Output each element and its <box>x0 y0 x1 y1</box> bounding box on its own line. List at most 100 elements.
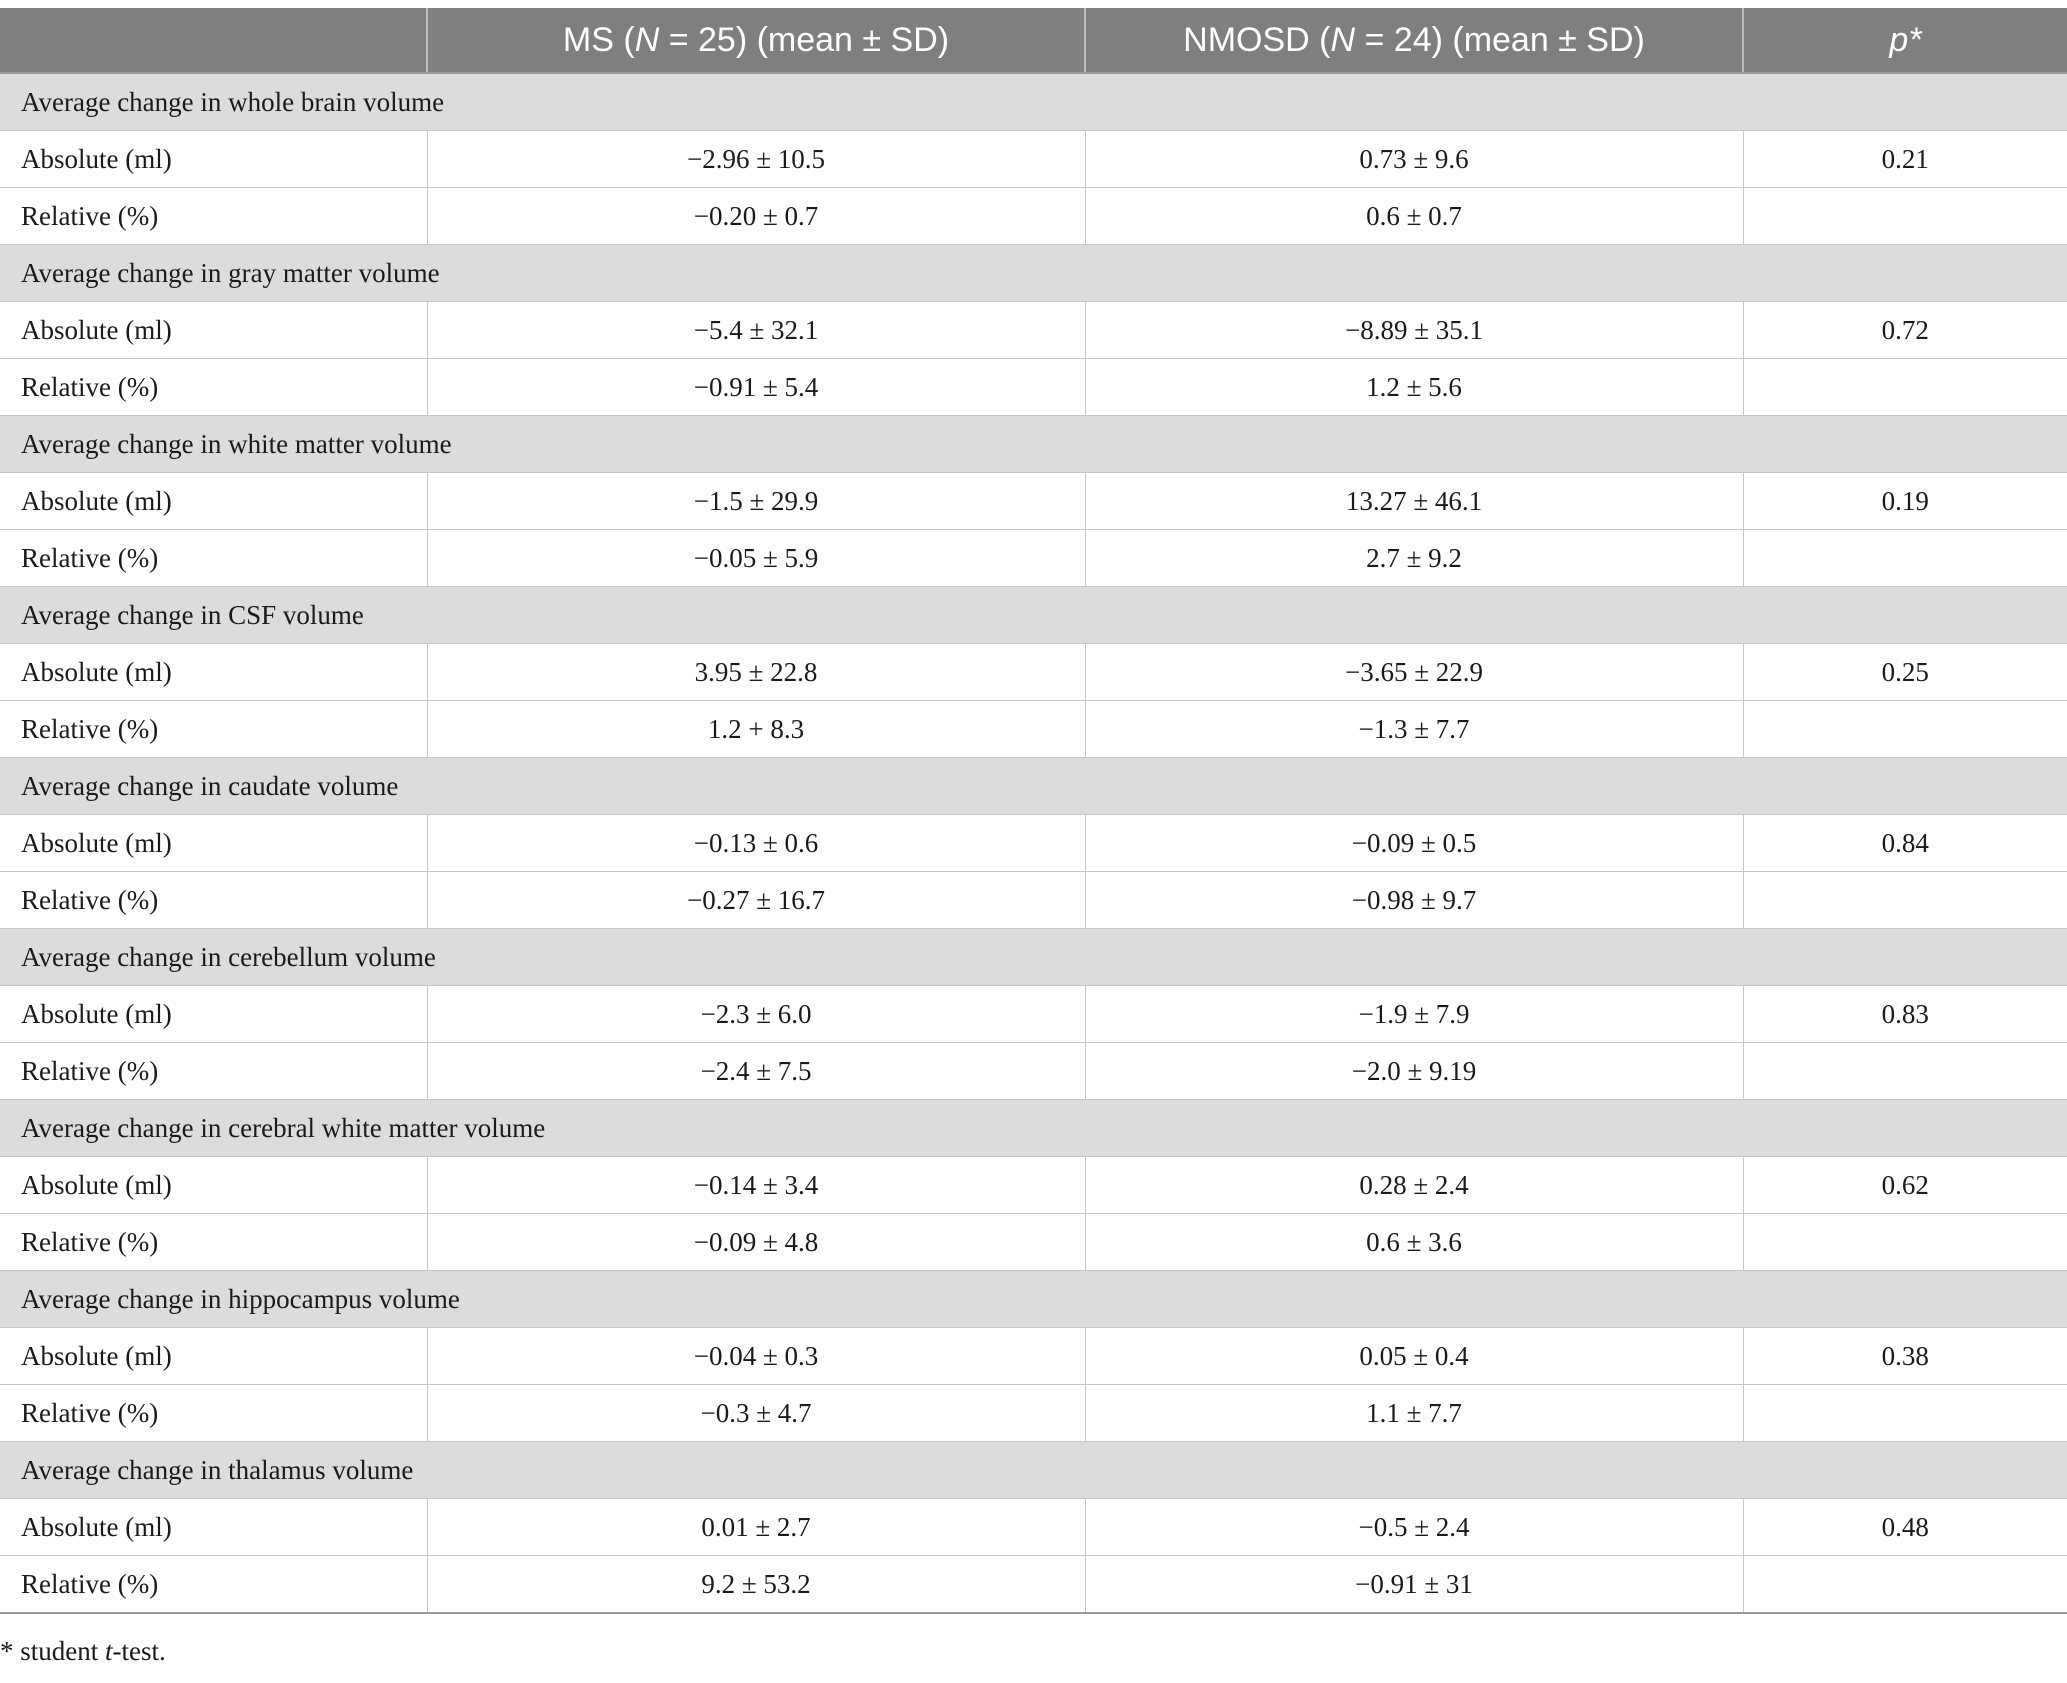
header-nmosd-n: N <box>1330 20 1356 59</box>
row-label: Absolute (ml) <box>0 130 428 188</box>
p-value <box>1742 700 2067 758</box>
table-row: Relative (%) −0.91 ± 5.4 1.2 ± 5.6 <box>0 358 2067 416</box>
p-value: 0.21 <box>1742 130 2067 188</box>
row-label: Absolute (ml) <box>0 1156 428 1214</box>
header-nmosd-prefix: NMOSD ( <box>1183 20 1331 59</box>
nmosd-value: −2.0 ± 9.19 <box>1084 1042 1744 1100</box>
ms-value: −0.09 ± 4.8 <box>426 1213 1086 1271</box>
group-header-row: Average change in CSF volume <box>0 586 2067 644</box>
header-ms-suffix: = 25) (mean ± SD) <box>659 20 950 59</box>
nmosd-value: −0.98 ± 9.7 <box>1084 871 1744 929</box>
footnote-italic-t: t <box>105 1636 113 1666</box>
p-value: 0.25 <box>1742 643 2067 701</box>
row-label: Relative (%) <box>0 529 428 587</box>
nmosd-value: −1.3 ± 7.7 <box>1084 700 1744 758</box>
ms-value: 0.01 ± 2.7 <box>426 1498 1086 1556</box>
table-row: Absolute (ml) −2.96 ± 10.5 0.73 ± 9.6 0.21 <box>0 130 2067 188</box>
table-row: Relative (%) −0.3 ± 4.7 1.1 ± 7.7 <box>0 1384 2067 1442</box>
table-row: Absolute (ml) 3.95 ± 22.8 −3.65 ± 22.9 0.25 <box>0 643 2067 701</box>
header-p-value: p* <box>1742 8 2067 74</box>
p-value: 0.84 <box>1742 814 2067 872</box>
nmosd-value: −1.9 ± 7.9 <box>1084 985 1744 1043</box>
nmosd-value: 1.1 ± 7.7 <box>1084 1384 1744 1442</box>
row-label: Relative (%) <box>0 1213 428 1271</box>
nmosd-value: 2.7 ± 9.2 <box>1084 529 1744 587</box>
p-value <box>1742 1213 2067 1271</box>
table-row: Absolute (ml) −1.5 ± 29.9 13.27 ± 46.1 0.19 <box>0 472 2067 530</box>
ms-value: −0.27 ± 16.7 <box>426 871 1086 929</box>
ms-value: −0.20 ± 0.7 <box>426 187 1086 245</box>
row-label: Absolute (ml) <box>0 472 428 530</box>
group-title: Average change in cerebellum volume <box>0 928 2067 986</box>
row-label: Relative (%) <box>0 1384 428 1442</box>
group-header-row: Average change in white matter volume <box>0 415 2067 473</box>
row-label: Absolute (ml) <box>0 985 428 1043</box>
ms-value: −2.96 ± 10.5 <box>426 130 1086 188</box>
row-label: Relative (%) <box>0 358 428 416</box>
nmosd-value: −8.89 ± 35.1 <box>1084 301 1744 359</box>
row-label: Absolute (ml) <box>0 1498 428 1556</box>
table-row: Relative (%) −0.20 ± 0.7 0.6 ± 0.7 <box>0 187 2067 245</box>
nmosd-value: 0.73 ± 9.6 <box>1084 130 1744 188</box>
ms-value: 3.95 ± 22.8 <box>426 643 1086 701</box>
row-label: Relative (%) <box>0 871 428 929</box>
group-title: Average change in thalamus volume <box>0 1441 2067 1499</box>
group-title: Average change in whole brain volume <box>0 72 2067 131</box>
p-value <box>1742 187 2067 245</box>
row-label: Relative (%) <box>0 1555 428 1614</box>
header-row: MS (N = 25) (mean ± SD) NMOSD (N = 24) (… <box>0 8 2067 74</box>
row-label: Relative (%) <box>0 1042 428 1100</box>
p-value: 0.19 <box>1742 472 2067 530</box>
footnote: * student t-test. <box>0 1636 166 1667</box>
ms-value: −5.4 ± 32.1 <box>426 301 1086 359</box>
header-ms-n: N <box>634 20 660 59</box>
nmosd-value: 13.27 ± 46.1 <box>1084 472 1744 530</box>
footnote-suffix: -test. <box>112 1636 166 1666</box>
table-row: Relative (%) 9.2 ± 53.2 −0.91 ± 31 <box>0 1555 2067 1614</box>
p-value: 0.62 <box>1742 1156 2067 1214</box>
table-row: Absolute (ml) 0.01 ± 2.7 −0.5 ± 2.4 0.48 <box>0 1498 2067 1556</box>
nmosd-value: 1.2 ± 5.6 <box>1084 358 1744 416</box>
ms-value: −0.13 ± 0.6 <box>426 814 1086 872</box>
table-row: Absolute (ml) −0.14 ± 3.4 0.28 ± 2.4 0.62 <box>0 1156 2067 1214</box>
group-title: Average change in hippocampus volume <box>0 1270 2067 1328</box>
p-value <box>1742 871 2067 929</box>
p-value <box>1742 358 2067 416</box>
table-row: Absolute (ml) −2.3 ± 6.0 −1.9 ± 7.9 0.83 <box>0 985 2067 1043</box>
ms-value: −0.04 ± 0.3 <box>426 1327 1086 1385</box>
p-value <box>1742 1384 2067 1442</box>
p-value: 0.72 <box>1742 301 2067 359</box>
nmosd-value: 0.6 ± 3.6 <box>1084 1213 1744 1271</box>
header-blank-cell <box>0 8 427 74</box>
ms-value: −0.3 ± 4.7 <box>426 1384 1086 1442</box>
header-nmosd-suffix: = 24) (mean ± SD) <box>1355 20 1645 59</box>
ms-value: −0.14 ± 3.4 <box>426 1156 1086 1214</box>
nmosd-value: −0.09 ± 0.5 <box>1084 814 1744 872</box>
ms-value: −2.4 ± 7.5 <box>426 1042 1086 1100</box>
p-value: 0.38 <box>1742 1327 2067 1385</box>
nmosd-value: −3.65 ± 22.9 <box>1084 643 1744 701</box>
group-title: Average change in white matter volume <box>0 415 2067 473</box>
group-header-row: Average change in cerebellum volume <box>0 928 2067 986</box>
header-p-label: p* <box>1889 20 1922 59</box>
row-label: Relative (%) <box>0 700 428 758</box>
group-header-row: Average change in caudate volume <box>0 757 2067 815</box>
table-row: Relative (%) −0.09 ± 4.8 0.6 ± 3.6 <box>0 1213 2067 1271</box>
header-ms-group: MS (N = 25) (mean ± SD) <box>426 8 1085 74</box>
p-value: 0.83 <box>1742 985 2067 1043</box>
row-label: Absolute (ml) <box>0 643 428 701</box>
ms-value: 1.2 + 8.3 <box>426 700 1086 758</box>
table-row: Relative (%) −0.27 ± 16.7 −0.98 ± 9.7 <box>0 871 2067 929</box>
table-row: Absolute (ml) −5.4 ± 32.1 −8.89 ± 35.1 0.72 <box>0 301 2067 359</box>
ms-value: −0.05 ± 5.9 <box>426 529 1086 587</box>
row-label: Absolute (ml) <box>0 814 428 872</box>
ms-value: −0.91 ± 5.4 <box>426 358 1086 416</box>
table-body: Average change in whole brain volume Abso… <box>0 72 2067 1614</box>
p-value: 0.48 <box>1742 1498 2067 1556</box>
group-header-row: Average change in thalamus volume <box>0 1441 2067 1499</box>
nmosd-value: 0.05 ± 0.4 <box>1084 1327 1744 1385</box>
header-nmosd-group: NMOSD (N = 24) (mean ± SD) <box>1084 8 1743 74</box>
ms-value: −2.3 ± 6.0 <box>426 985 1086 1043</box>
nmosd-value: 0.6 ± 0.7 <box>1084 187 1744 245</box>
header-ms-prefix: MS ( <box>562 20 635 59</box>
